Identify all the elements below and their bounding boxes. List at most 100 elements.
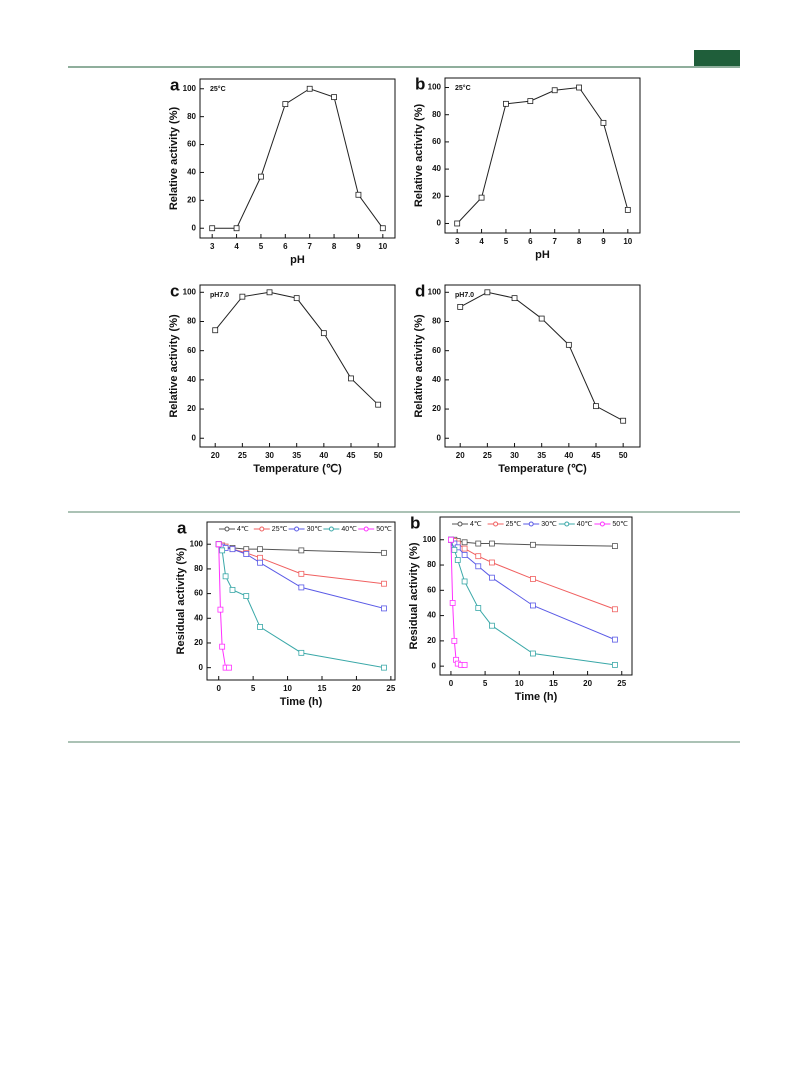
x-tick-label: 5 [483, 679, 488, 688]
x-tick-label: 5 [504, 237, 509, 246]
x-tick-label: 9 [356, 242, 361, 251]
data-point [457, 303, 464, 310]
data-point [530, 650, 536, 657]
legend-label: 50℃ [612, 521, 628, 528]
panel-label: d [415, 281, 425, 300]
data-point [475, 605, 482, 611]
data-point [222, 573, 229, 580]
data-point [451, 637, 458, 644]
y-tick-label: 60 [432, 346, 441, 355]
data-point [257, 546, 263, 553]
y-axis-label: Relative activity (%) [168, 107, 180, 211]
data-point [530, 541, 536, 548]
annotation: 25°C [210, 85, 226, 93]
data-point [258, 173, 264, 180]
y-tick-label: 100 [190, 539, 204, 548]
data-point [551, 87, 558, 94]
panel-label: a [170, 75, 180, 94]
data-point [282, 101, 289, 108]
x-axis-label: Temperature (℃) [498, 463, 587, 475]
legend-label: 30℃ [307, 526, 323, 533]
x-tick-label: 50 [374, 451, 383, 460]
y-tick-label: 40 [427, 611, 436, 620]
y-tick-label: 100 [183, 84, 197, 93]
y-tick-label: 20 [194, 638, 203, 647]
x-axis-label: Temperature (℃) [253, 463, 342, 475]
y-tick-label: 20 [432, 404, 441, 413]
data-point [461, 578, 468, 585]
data-point [449, 600, 456, 606]
data-point [576, 84, 582, 91]
x-tick-label: 25 [483, 451, 492, 460]
y-tick-label: 80 [187, 317, 196, 326]
legend-label: 25℃ [272, 526, 288, 533]
data-point [381, 664, 387, 671]
data-point [612, 606, 618, 613]
x-tick-label: 25 [617, 679, 626, 688]
y-tick-label: 60 [432, 137, 441, 146]
data-point [381, 549, 387, 556]
data-point [217, 606, 224, 613]
x-tick-label: 8 [577, 237, 582, 246]
plot-frame [439, 516, 633, 676]
data-point [489, 574, 495, 581]
data-point [212, 327, 219, 334]
series-line [218, 543, 385, 669]
data-point [257, 559, 263, 566]
data-point [624, 206, 631, 213]
y-tick-label: 40 [187, 168, 196, 177]
x-tick-label: 30 [510, 451, 519, 460]
data-point [257, 624, 263, 630]
journal-badge [694, 50, 740, 66]
y-axis-label: Residual activity (%) [175, 547, 187, 654]
legend-marker [294, 526, 300, 532]
x-tick-label: 20 [583, 679, 592, 688]
annotation: 25°C [455, 84, 471, 92]
y-tick-label: 0 [192, 433, 197, 442]
data-point [565, 341, 572, 348]
x-axis-label: Time (h) [515, 691, 558, 703]
y-tick-label: 20 [427, 636, 436, 645]
data-point [484, 289, 491, 296]
data-point [298, 584, 305, 591]
y-tick-label: 100 [183, 287, 197, 296]
legend-label: 40℃ [577, 521, 593, 528]
y-tick-label: 60 [187, 140, 196, 149]
data-point [620, 417, 627, 424]
y-tick-label: 60 [194, 589, 203, 598]
data-point [461, 661, 468, 668]
data-point [381, 605, 387, 612]
data-point [612, 543, 618, 549]
data-point [530, 602, 536, 609]
data-point [538, 315, 545, 322]
data-point [461, 552, 468, 558]
plot-frame [199, 284, 396, 448]
x-tick-label: 10 [378, 242, 387, 251]
data-point [475, 540, 482, 547]
series-line [214, 291, 379, 406]
y-axis-label: Relative activity (%) [168, 314, 180, 418]
legend-label: 25℃ [506, 521, 522, 528]
x-tick-label: 25 [238, 451, 247, 460]
y-tick-label: 0 [199, 663, 204, 672]
y-tick-label: 20 [432, 191, 441, 200]
y-tick-label: 40 [432, 164, 441, 173]
legend-marker [363, 526, 369, 532]
data-point [215, 541, 222, 548]
data-point [298, 547, 305, 554]
legend-label: 40℃ [341, 526, 357, 533]
data-point [375, 401, 382, 408]
data-point [454, 220, 461, 227]
series-line [450, 539, 616, 610]
legend-marker [493, 521, 499, 527]
annotation: pH7.0 [455, 292, 474, 299]
data-point [503, 100, 509, 107]
y-axis-label: Relative activity (%) [413, 104, 425, 208]
x-tick-label: 9 [601, 237, 606, 246]
data-point [478, 194, 485, 201]
x-tick-label: 4 [234, 242, 239, 251]
legend-label: 4℃ [237, 526, 249, 533]
data-point [379, 225, 386, 232]
data-point [381, 580, 387, 587]
